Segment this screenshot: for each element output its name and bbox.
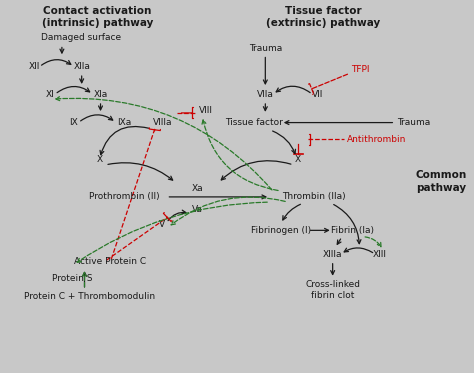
- Text: VII: VII: [311, 90, 323, 99]
- Text: Contact activation: Contact activation: [43, 6, 151, 16]
- Text: Thrombin (IIa): Thrombin (IIa): [282, 192, 346, 201]
- Text: X: X: [295, 155, 301, 164]
- Text: Common: Common: [415, 170, 466, 181]
- Text: Va: Va: [192, 205, 203, 214]
- Text: X: X: [97, 155, 103, 164]
- Text: Xa: Xa: [191, 184, 203, 193]
- Text: XI: XI: [46, 90, 55, 99]
- Text: Trauma: Trauma: [397, 118, 430, 127]
- Text: Protein S: Protein S: [53, 274, 93, 283]
- Text: Damaged surface: Damaged surface: [41, 33, 121, 43]
- Text: VIII: VIII: [199, 106, 212, 115]
- Text: XIIIa: XIIIa: [323, 250, 342, 258]
- Text: Tissue factor: Tissue factor: [285, 6, 362, 16]
- Text: Active Protein C: Active Protein C: [73, 257, 146, 266]
- Text: Fibrinogen (I): Fibrinogen (I): [251, 226, 311, 235]
- Text: Fibrin (Ia): Fibrin (Ia): [331, 226, 374, 235]
- Text: V: V: [159, 220, 165, 229]
- Text: pathway: pathway: [416, 184, 466, 193]
- Text: (intrinsic) pathway: (intrinsic) pathway: [42, 18, 153, 28]
- Text: VIIa: VIIa: [257, 90, 274, 99]
- Text: VIIIa: VIIIa: [154, 118, 173, 127]
- Text: IXa: IXa: [117, 118, 131, 127]
- Text: XII: XII: [29, 62, 40, 71]
- Text: (extrinsic) pathway: (extrinsic) pathway: [266, 18, 380, 28]
- Text: Trauma: Trauma: [249, 44, 282, 53]
- Text: Prothrombin (II): Prothrombin (II): [89, 192, 159, 201]
- Text: Antithrombin: Antithrombin: [347, 135, 406, 144]
- Text: XIa: XIa: [93, 90, 108, 99]
- Text: Protein C + Thrombomodulin: Protein C + Thrombomodulin: [24, 292, 155, 301]
- Text: TFPI: TFPI: [352, 65, 370, 74]
- Text: IX: IX: [69, 118, 78, 127]
- Text: XIIa: XIIa: [73, 62, 90, 71]
- Text: Tissue factor: Tissue factor: [225, 118, 283, 127]
- Text: XIII: XIII: [373, 250, 387, 258]
- Text: Cross-linked
fibrin clot: Cross-linked fibrin clot: [305, 280, 360, 300]
